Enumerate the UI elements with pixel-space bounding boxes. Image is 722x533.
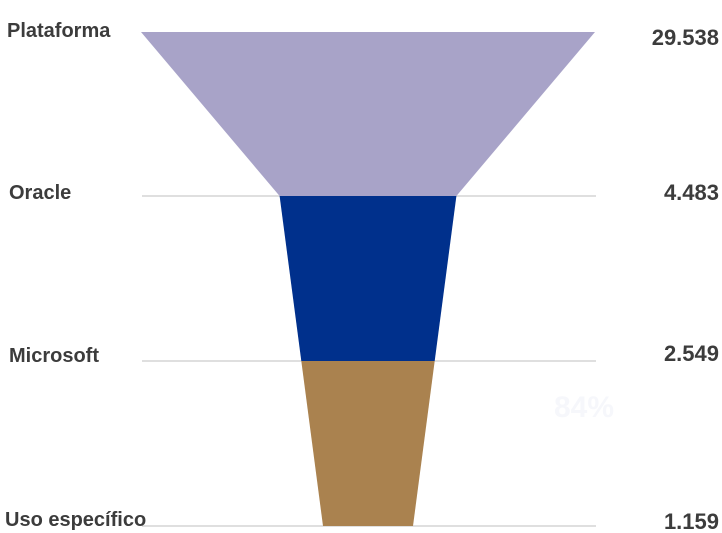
annotation-percent: 84% <box>554 391 614 424</box>
value-label-oracle: 4.483 <box>664 180 719 205</box>
value-labels: 29.538 4.483 2.549 1.159 <box>652 25 719 533</box>
category-label-plataforma: Plataforma <box>7 20 111 42</box>
category-label-oracle: Oracle <box>9 182 71 204</box>
funnel-segment-plataforma-oracle <box>141 32 595 196</box>
funnel-segment-microsoft-uso-especifico <box>301 361 435 526</box>
value-label-uso-especifico: 1.159 <box>664 509 719 533</box>
category-labels: Plataforma Oracle Microsoft Uso específi… <box>5 20 146 531</box>
category-label-uso-especifico: Uso específico <box>5 509 146 531</box>
funnel-segment-oracle-microsoft <box>279 196 457 361</box>
category-label-microsoft: Microsoft <box>9 345 99 367</box>
funnel-segments <box>141 32 595 526</box>
value-label-microsoft: 2.549 <box>664 341 719 366</box>
value-label-plataforma: 29.538 <box>652 25 719 50</box>
